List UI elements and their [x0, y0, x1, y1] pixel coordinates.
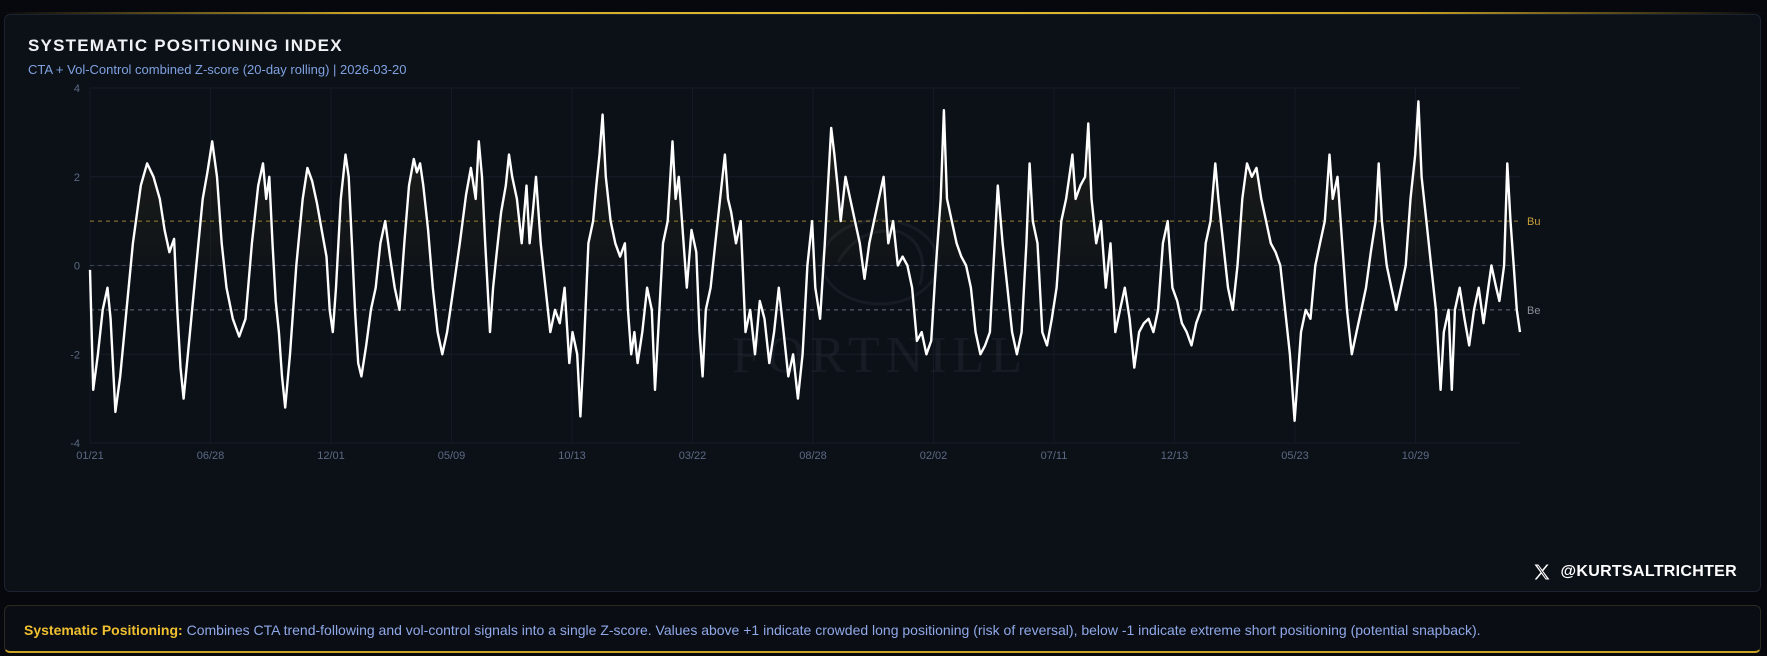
positive-area-fill — [90, 101, 1520, 266]
footer-label: Systematic Positioning: — [24, 622, 183, 638]
x-tick-label: 12/13 — [1161, 450, 1189, 462]
reference-label: Be — [1527, 305, 1540, 317]
social-handle: @KURTSALTRICHTER — [1532, 562, 1737, 582]
x-tick-label: 08/28 — [799, 450, 827, 462]
series-line — [88, 100, 1522, 422]
y-tick-label: 0 — [74, 261, 80, 273]
footer-text: Combines CTA trend-following and vol-con… — [186, 622, 1481, 638]
y-tick-label: -4 — [70, 438, 80, 450]
watermark-text: FORTNILL — [732, 327, 1028, 384]
x-tick-label: 12/01 — [317, 450, 345, 462]
line-chart: FORTNILL 4 2 0 -2 -4 01/21 06/28 12/01 05/09 10/… — [70, 83, 1540, 462]
y-tick-label: 4 — [74, 83, 80, 95]
reference-label: Bu — [1527, 216, 1540, 228]
handle-text: @KURTSALTRICHTER — [1560, 563, 1737, 580]
y-tick-label: 2 — [74, 172, 80, 184]
chart-title: SYSTEMATIC POSITIONING INDEX — [28, 36, 343, 55]
x-tick-label: 02/02 — [920, 450, 948, 462]
y-tick-label: -2 — [70, 349, 80, 361]
x-logo-icon — [1534, 564, 1550, 580]
x-tick-label: 01/21 — [76, 450, 104, 462]
chart-panel — [4, 14, 1761, 592]
x-tick-label: 07/11 — [1041, 450, 1068, 462]
x-tick-label: 10/13 — [558, 450, 586, 462]
x-axis-ticks: 01/21 06/28 12/01 05/09 10/13 03/22 08/28 02/02… — [76, 450, 1429, 462]
reference-line-labels: Bu Be — [1527, 216, 1540, 317]
footer-note: Systematic Positioning: Combines CTA tre… — [4, 605, 1761, 653]
top-accent-bar — [0, 12, 1767, 14]
x-tick-label: 03/22 — [679, 450, 707, 462]
chart-subtitle: CTA + Vol-Control combined Z-score (20-d… — [28, 62, 407, 77]
x-tick-label: 05/23 — [1281, 450, 1309, 462]
x-tick-label: 06/28 — [197, 450, 225, 462]
x-tick-label: 05/09 — [438, 450, 466, 462]
x-tick-label: 10/29 — [1402, 450, 1430, 462]
y-axis-ticks: 4 2 0 -2 -4 — [70, 83, 80, 450]
